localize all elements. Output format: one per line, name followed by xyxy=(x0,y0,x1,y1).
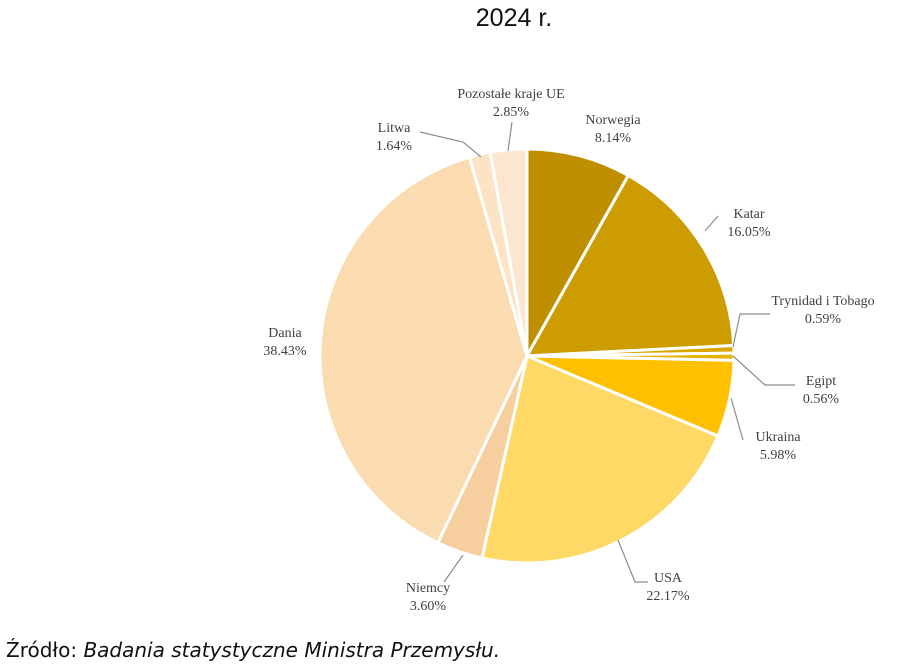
slice-value-label: 0.59% xyxy=(805,312,842,327)
source-prefix: Źródło: xyxy=(6,638,84,662)
slice-value-label: 38.43% xyxy=(263,344,307,359)
leader-line xyxy=(617,539,648,583)
leader-line xyxy=(730,397,744,441)
slice-label: Ukraina xyxy=(755,430,801,445)
slice-label: Egipt xyxy=(806,374,836,389)
slice-label: Pozostałe kraje UE xyxy=(457,87,564,102)
leader-line xyxy=(507,121,513,152)
leader-line xyxy=(443,554,464,583)
slice-labels: Norwegia 8.14% Katar 16.05% Trynidad i Tobag… xyxy=(263,87,874,614)
slice-value-label: 22.17% xyxy=(646,589,690,604)
pie-slice-norwegia xyxy=(525,147,630,358)
pie-slice-usa xyxy=(480,354,720,565)
slice-label: Dania xyxy=(268,326,302,341)
leader-line xyxy=(732,355,795,386)
slice-label: USA xyxy=(654,571,683,586)
slice-label: Niemcy xyxy=(406,581,450,596)
leader-line xyxy=(704,215,719,232)
pie-slice-katar xyxy=(525,173,736,358)
source-note: Źródło: Badania statystyczne Ministra Pr… xyxy=(6,638,500,662)
chart-title: 2024 r. xyxy=(475,4,553,32)
slice-label: Trynidad i Tobago xyxy=(771,294,874,309)
slice-value-label: 0.56% xyxy=(803,392,840,407)
slice-value-label: 16.05% xyxy=(727,225,771,240)
slice-value-label: 5.98% xyxy=(760,448,797,463)
slice-value-label: 8.14% xyxy=(595,131,632,146)
slice-value-label: 2.85% xyxy=(493,105,530,120)
leader-line xyxy=(732,313,770,348)
pie-slices xyxy=(318,147,736,565)
slice-label: Norwegia xyxy=(585,113,641,128)
leader-lines xyxy=(419,121,795,583)
slice-label: Katar xyxy=(733,207,764,222)
slice-label: Litwa xyxy=(378,121,411,136)
source-text: Badania statystyczne Ministra Przemysłu. xyxy=(83,638,501,662)
slice-value-label: 3.60% xyxy=(410,599,447,614)
leader-line xyxy=(419,131,482,158)
pie-slice-dania xyxy=(318,155,529,545)
slice-value-label: 1.64% xyxy=(376,139,413,154)
